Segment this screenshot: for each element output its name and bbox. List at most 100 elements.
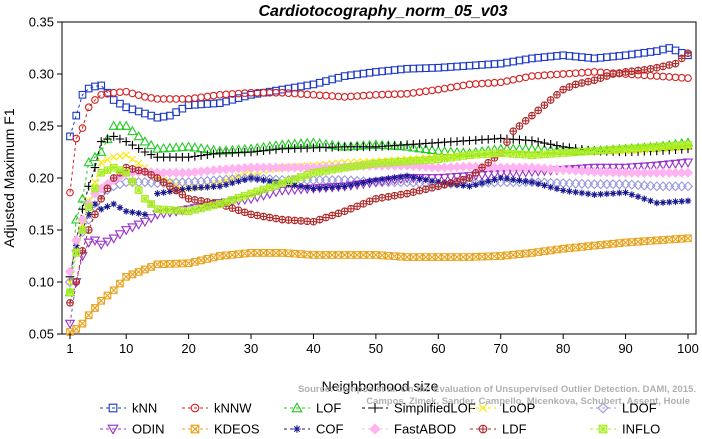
data-point-knnw: [465, 80, 474, 89]
data-point-odin: [589, 163, 600, 174]
data-point-ldf: [265, 213, 274, 222]
watermark-line-2: Campos, Zimek, Sander, Campello, Micenko…: [366, 396, 690, 407]
data-point-knn: [602, 53, 611, 62]
data-point-kdeos: [459, 253, 468, 261]
data-point-knnw: [259, 88, 268, 97]
data-point-kdeos: [128, 270, 137, 279]
data-point-knnw: [540, 71, 549, 80]
data-point-kdeos: [446, 253, 455, 261]
data-point-inflo: [78, 226, 87, 234]
y-tick-label: 0.25: [29, 119, 54, 134]
data-point-ldf: [190, 196, 199, 204]
data-point-cof: [179, 186, 186, 193]
data-point-knn: [97, 81, 106, 90]
legend-marker-lof: [291, 402, 303, 413]
x-tick-label: 30: [244, 341, 258, 356]
data-point-inflo: [390, 158, 399, 167]
data-point-inflo: [684, 140, 692, 149]
data-point-inflo: [66, 288, 74, 297]
data-point-simplifiedlof: [128, 140, 137, 150]
data-point-ldf: [91, 210, 99, 219]
data-point-knnw: [203, 92, 212, 101]
data-point-knnw: [247, 88, 255, 97]
data-point-inflo: [515, 150, 524, 159]
data-point-knn: [515, 56, 524, 65]
data-point-kdeos: [359, 251, 368, 259]
data-point-kdeos: [528, 249, 536, 257]
legend-marker-cof: [293, 425, 301, 433]
data-point-ldf: [559, 85, 568, 94]
data-point-ldf: [234, 206, 243, 215]
legend-item-simplifiedlof: SimplifiedLOF: [362, 401, 476, 416]
data-point-odin: [133, 220, 144, 230]
data-point-ldf: [272, 214, 280, 223]
data-point-lof: [426, 144, 438, 154]
data-point-knn: [347, 71, 355, 80]
data-point-ldf: [384, 192, 393, 201]
data-point-inflo: [559, 149, 568, 157]
data-point-cof: [516, 177, 523, 184]
data-point-kdeos: [290, 249, 299, 258]
data-point-ldf: [453, 177, 461, 186]
data-point-ldf: [440, 180, 449, 189]
data-point-cof: [435, 178, 442, 186]
data-point-knn: [66, 132, 74, 141]
data-point-ldf: [584, 77, 592, 86]
data-point-knn: [534, 53, 543, 62]
data-point-inflo: [353, 162, 362, 170]
data-point-inflo: [228, 195, 237, 204]
data-point-kdeos: [677, 234, 686, 243]
data-point-knn: [172, 108, 180, 116]
data-point-loop: [110, 153, 118, 161]
data-point-cof: [310, 185, 317, 192]
series-line-lof: [69, 138, 108, 293]
data-point-cof: [403, 172, 411, 180]
data-point-inflo: [484, 150, 493, 158]
data-point-inflo: [240, 191, 249, 200]
data-point-lof: [145, 139, 157, 150]
data-point-inflo: [97, 168, 106, 177]
data-point-kdeos: [134, 268, 143, 276]
data-point-knnw: [284, 89, 293, 97]
data-point-knn: [378, 67, 386, 76]
legend-item-kdeos: KDEOS: [182, 422, 260, 437]
data-point-cof: [397, 173, 405, 181]
data-point-knn: [434, 63, 443, 72]
data-point-ldf: [166, 182, 174, 191]
series-ldof: [64, 172, 694, 288]
data-point-ldf: [309, 217, 318, 226]
data-point-knnw: [334, 92, 343, 101]
data-point-simplifiedlof: [184, 152, 193, 162]
data-point-knn: [659, 45, 667, 54]
data-point-kdeos: [465, 253, 474, 261]
legend-label-lof: LOF: [316, 401, 341, 416]
data-point-ldf: [684, 49, 692, 57]
data-point-inflo: [309, 168, 318, 177]
data-point-knnw: [116, 88, 124, 97]
data-point-knnw: [66, 188, 74, 197]
data-point-knn: [421, 64, 430, 73]
data-point-inflo: [409, 157, 418, 165]
data-point-kdeos: [116, 279, 124, 288]
data-point-ldf: [109, 174, 118, 182]
data-point-cof: [222, 181, 230, 188]
legend-item-ldof: LDOF: [590, 401, 657, 416]
data-point-ldf: [409, 188, 418, 196]
data-point-cof: [185, 185, 192, 192]
data-point-ldf: [172, 186, 180, 195]
legend-item-knnw: kNNW: [182, 401, 252, 416]
data-point-cof: [634, 193, 642, 201]
data-point-odin: [83, 238, 94, 248]
data-point-cof: [641, 195, 648, 203]
data-point-knnw: [396, 90, 405, 98]
data-point-knnw: [403, 89, 411, 98]
data-point-inflo: [540, 150, 549, 159]
legend-label-ldof: LDOF: [622, 401, 657, 416]
data-point-simplifiedlof: [203, 150, 212, 160]
data-point-ldf: [390, 191, 399, 200]
data-point-ldof: [576, 178, 587, 189]
data-point-inflo: [677, 141, 686, 149]
data-point-knnw: [303, 90, 312, 99]
data-point-fastabod: [533, 162, 544, 174]
x-tick-label: 1: [66, 341, 73, 356]
